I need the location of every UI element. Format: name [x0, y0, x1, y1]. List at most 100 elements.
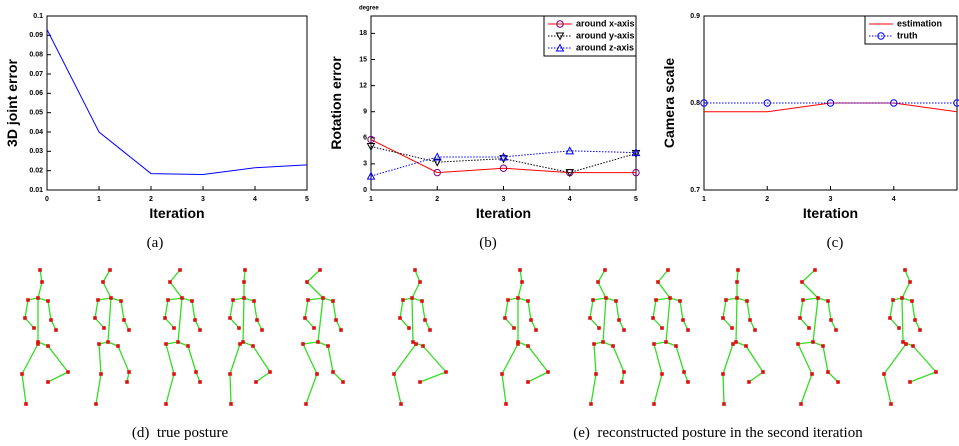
bone: [612, 345, 625, 373]
joint: [904, 342, 908, 346]
bone: [748, 371, 764, 383]
bone: [47, 371, 69, 383]
skeleton: [721, 268, 765, 406]
joint: [664, 340, 668, 344]
bone: [306, 281, 324, 299]
joint: [910, 299, 914, 303]
bone: [414, 269, 421, 283]
joint: [596, 280, 600, 284]
joint: [601, 340, 605, 344]
joint: [238, 342, 242, 346]
joint: [122, 318, 126, 322]
bone: [802, 297, 819, 301]
joint: [166, 298, 170, 302]
joint: [241, 340, 245, 344]
y-tick-label: 0: [363, 187, 367, 194]
bone: [597, 281, 607, 299]
bone: [165, 341, 179, 345]
marker: [433, 168, 441, 177]
joint: [46, 299, 50, 303]
joint: [913, 318, 917, 322]
joint: [903, 268, 907, 272]
bone: [653, 341, 667, 345]
joint: [889, 402, 893, 406]
joint: [617, 318, 621, 322]
bone: [527, 300, 532, 321]
joint: [516, 296, 520, 300]
joint: [730, 326, 734, 330]
joint: [326, 344, 330, 348]
bone: [120, 300, 125, 321]
bone: [904, 269, 911, 283]
joint: [908, 380, 912, 384]
joint: [96, 298, 100, 302]
joint: [303, 316, 307, 320]
bone: [501, 373, 507, 405]
bone: [519, 269, 523, 283]
y-tick-label: 15: [359, 56, 367, 63]
bone: [169, 269, 181, 283]
marker: [953, 99, 959, 107]
joint: [674, 344, 678, 348]
marker: [499, 155, 508, 164]
joint: [407, 326, 411, 330]
joint: [418, 380, 422, 384]
unit-label: degree: [359, 6, 379, 12]
joint: [622, 370, 626, 374]
bone: [653, 373, 663, 405]
joint: [54, 328, 58, 332]
bone: [797, 343, 813, 375]
bone: [302, 343, 318, 375]
joint: [36, 296, 40, 300]
joint: [594, 372, 598, 376]
joint: [410, 296, 414, 300]
bone: [912, 345, 937, 373]
joint: [834, 328, 838, 332]
marker: [631, 149, 641, 159]
joint: [796, 342, 800, 346]
bone: [411, 297, 414, 343]
joint: [172, 372, 176, 376]
joint: [821, 344, 825, 348]
skeleton: [301, 268, 345, 406]
joint: [512, 326, 516, 330]
joint: [444, 370, 448, 374]
x-axis-label: Iteration: [803, 205, 858, 221]
joint: [826, 299, 830, 303]
joint: [94, 402, 98, 406]
joint: [614, 299, 618, 303]
joint: [800, 280, 804, 284]
bone: [822, 345, 829, 373]
bone: [191, 300, 196, 321]
joint: [603, 268, 607, 272]
joint: [127, 328, 131, 332]
bone: [98, 343, 102, 375]
skeleton: [392, 268, 448, 406]
y-tick-label: 0.09: [29, 32, 43, 39]
joint: [229, 402, 233, 406]
bone: [47, 300, 52, 321]
joint: [721, 372, 725, 376]
bone: [797, 341, 814, 345]
joint: [829, 318, 833, 322]
bone: [593, 343, 597, 375]
joint: [334, 318, 338, 322]
skeleton: [588, 268, 626, 406]
x-tick-label: 5: [305, 196, 309, 203]
bone: [421, 300, 426, 321]
joint: [423, 318, 427, 322]
bone: [332, 300, 337, 321]
joint: [611, 344, 615, 348]
bone: [393, 343, 417, 375]
joint: [534, 328, 538, 332]
joint: [193, 318, 197, 322]
joint: [399, 402, 403, 406]
bone: [253, 300, 258, 321]
legend-box: [543, 15, 637, 57]
joint: [312, 326, 316, 330]
y-tick-label: 18: [359, 30, 367, 37]
joint: [592, 342, 596, 346]
bone: [252, 345, 271, 373]
joint: [882, 372, 886, 376]
